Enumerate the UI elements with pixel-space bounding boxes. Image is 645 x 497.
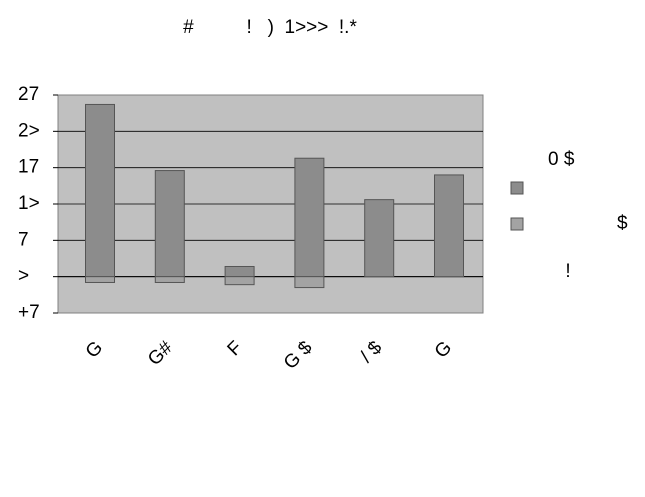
x-tick-label: / $	[356, 337, 386, 367]
x-tick-label: G#	[144, 337, 177, 370]
x-tick-label: G	[82, 337, 107, 362]
bar	[434, 174, 464, 278]
x-tick-label: F	[224, 337, 247, 360]
bar	[294, 276, 325, 289]
bar	[85, 103, 115, 278]
y-tick-label: 27	[18, 84, 39, 105]
legend-swatch	[510, 181, 524, 195]
legend-swatch	[510, 217, 524, 231]
x-tick-label: G $	[280, 337, 317, 374]
legend-note: !	[565, 261, 570, 282]
chart-title: # ! ) 1>>> !.*	[183, 17, 357, 38]
bar	[224, 276, 255, 286]
bar	[85, 276, 115, 283]
bar	[224, 265, 255, 278]
y-tick-label: +7	[18, 302, 40, 323]
y-tick-label: 2>	[18, 120, 40, 141]
y-tick-label: >	[18, 266, 29, 287]
x-tick-label: G	[431, 337, 456, 362]
bar	[364, 199, 395, 278]
bar	[154, 276, 185, 283]
bar	[294, 157, 325, 278]
bar	[154, 170, 185, 278]
legend-label: $	[617, 213, 628, 234]
y-tick-label: 1>	[18, 193, 40, 214]
y-tick-label: 17	[18, 157, 39, 178]
y-tick-label: 7	[18, 229, 29, 250]
legend-label: 0 $	[548, 149, 575, 170]
